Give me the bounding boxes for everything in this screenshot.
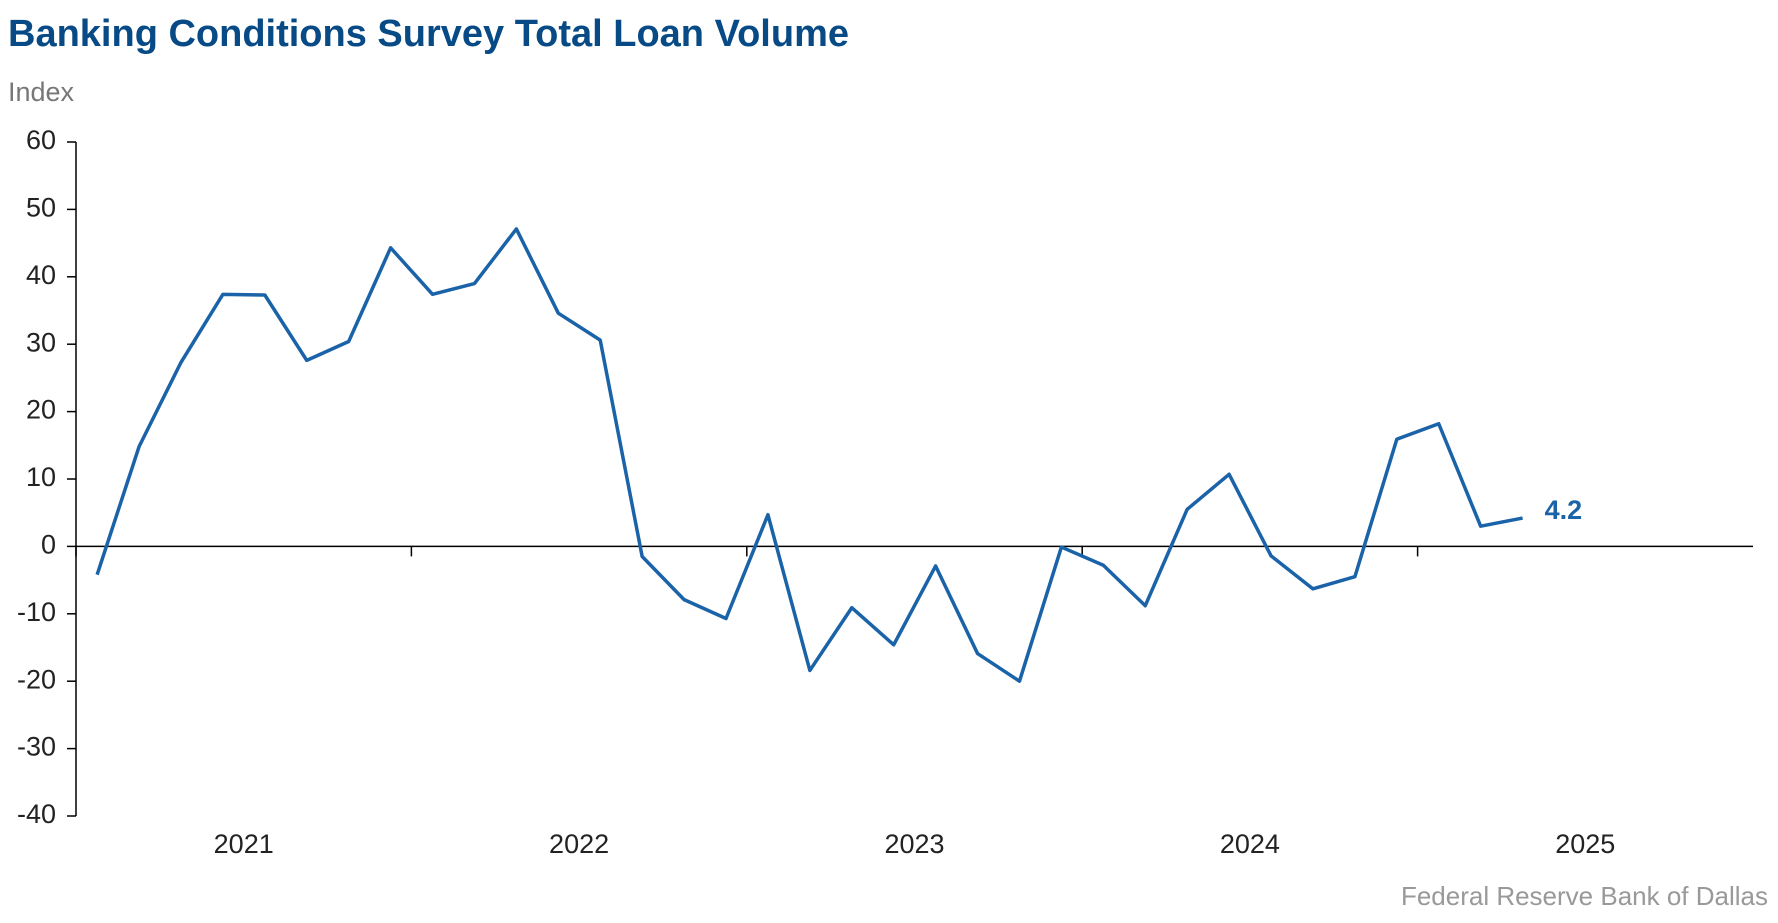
- y-tick-label: -10: [17, 597, 56, 627]
- x-tick-label: 2022: [549, 829, 609, 859]
- y-tick-label: 40: [26, 260, 56, 290]
- y-axis-label: Index: [8, 77, 75, 107]
- y-tick-label: 30: [26, 327, 56, 357]
- x-tick-label: 2021: [214, 829, 274, 859]
- source: Federal Reserve Bank of Dallas: [1401, 881, 1768, 911]
- y-tick-label: 60: [26, 125, 56, 155]
- y-tick-label: -30: [17, 732, 56, 762]
- x-tick-label: 2024: [1220, 829, 1280, 859]
- y-tick-label: 20: [26, 395, 56, 425]
- y-tick-label: 50: [26, 193, 56, 223]
- y-tick-label: -40: [17, 799, 56, 829]
- x-tick-label: 2025: [1555, 829, 1615, 859]
- x-tick-label: 2023: [884, 829, 944, 859]
- chart-title: Banking Conditions Survey Total Loan Vol…: [8, 13, 849, 55]
- data-line: [95, 227, 1523, 683]
- y-tick-label: -20: [17, 664, 56, 694]
- data-label: 4.2: [1545, 495, 1583, 525]
- y-tick-label: 0: [41, 530, 56, 560]
- y-tick-label: 10: [26, 462, 56, 492]
